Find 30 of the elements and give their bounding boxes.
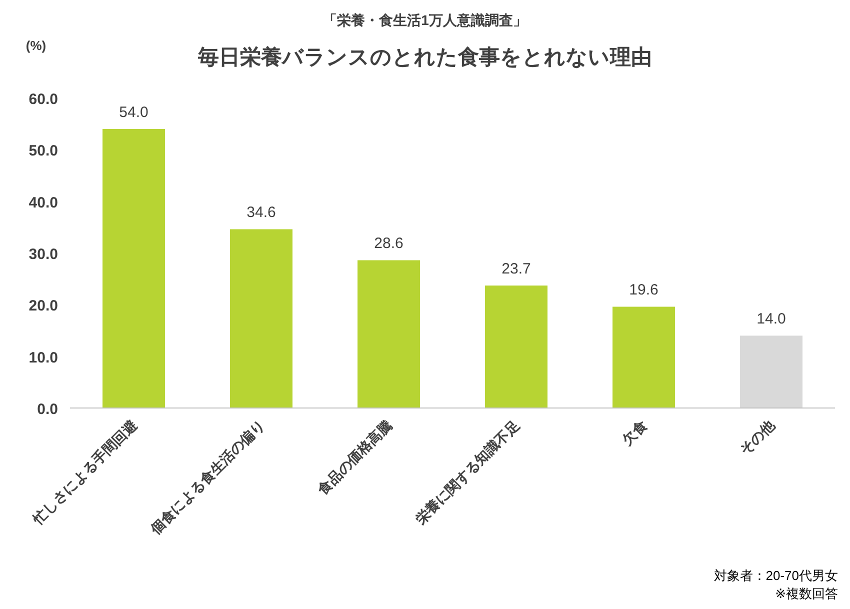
y-tick-label: 0.0 (37, 401, 58, 418)
chart-subtitle: 「栄養・食生活1万人意識調査」 (323, 12, 527, 28)
bar (612, 306, 675, 408)
bar (102, 129, 165, 408)
y-tick-label: 60.0 (28, 91, 58, 108)
data-label: 54.0 (119, 104, 148, 121)
x-tick-label: 忙しさによる手間回避 (28, 416, 141, 528)
data-label: 14.0 (756, 310, 786, 328)
data-label: 23.7 (502, 260, 531, 278)
bar (740, 336, 802, 408)
bar (358, 260, 420, 408)
text: 対象者：20-70代男女 (714, 568, 838, 583)
data-label: 19.6 (629, 282, 658, 299)
data-label: 34.6 (246, 204, 276, 222)
x-tick-label: 欠食 (618, 416, 650, 449)
y-tick-label: 50.0 (28, 142, 58, 160)
y-tick-label: 30.0 (28, 246, 58, 263)
y-tick-label: 10.0 (28, 349, 58, 366)
x-tick-label: 個食による食生活の偏り (146, 416, 268, 538)
x-tick-label: 栄養に関する知識不足 (412, 416, 522, 528)
y-axis-title: (%) (26, 38, 46, 53)
bar (230, 229, 292, 408)
y-tick-label: 40.0 (28, 194, 58, 212)
bar (485, 286, 548, 408)
chart-title: 毎日栄養バランスのとれた食事をとれない理由 (197, 45, 652, 69)
y-tick-label: 20.0 (28, 298, 58, 315)
data-label: 28.6 (374, 235, 404, 252)
x-tick-label: その他 (736, 416, 778, 458)
text: ※複数回答 (775, 586, 838, 601)
x-tick-label: 食品の価格高騰 (314, 416, 395, 498)
